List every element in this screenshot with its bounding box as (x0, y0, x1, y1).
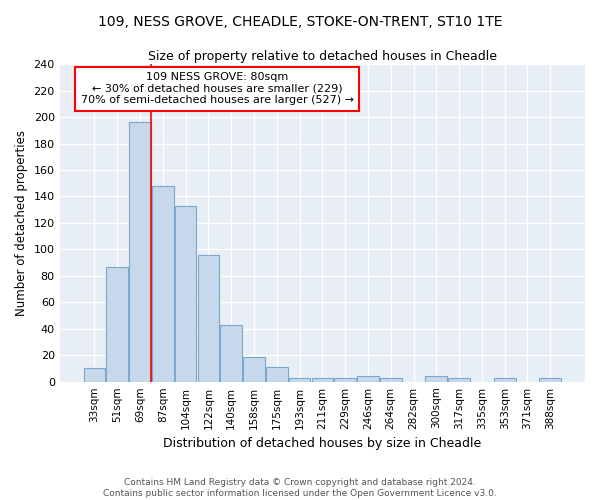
Bar (380, 378, 401, 382)
Bar (311, 378, 333, 382)
Bar (152, 186, 173, 382)
Bar (266, 367, 287, 382)
Bar (175, 206, 196, 382)
Bar (334, 378, 356, 382)
Bar (425, 376, 447, 382)
Bar (289, 378, 310, 382)
Bar (220, 325, 242, 382)
Bar (197, 254, 219, 382)
Bar (129, 122, 151, 382)
Bar (83, 368, 105, 382)
Y-axis label: Number of detached properties: Number of detached properties (15, 130, 28, 316)
X-axis label: Distribution of detached houses by size in Cheadle: Distribution of detached houses by size … (163, 437, 481, 450)
Text: 109 NESS GROVE: 80sqm
← 30% of detached houses are smaller (229)
70% of semi-det: 109 NESS GROVE: 80sqm ← 30% of detached … (81, 72, 354, 106)
Bar (106, 266, 128, 382)
Bar (243, 356, 265, 382)
Text: Contains HM Land Registry data © Crown copyright and database right 2024.
Contai: Contains HM Land Registry data © Crown c… (103, 478, 497, 498)
Title: Size of property relative to detached houses in Cheadle: Size of property relative to detached ho… (148, 50, 497, 63)
Bar (357, 376, 379, 382)
Bar (448, 378, 470, 382)
Text: 109, NESS GROVE, CHEADLE, STOKE-ON-TRENT, ST10 1TE: 109, NESS GROVE, CHEADLE, STOKE-ON-TRENT… (98, 15, 502, 29)
Bar (494, 378, 515, 382)
Bar (539, 378, 561, 382)
